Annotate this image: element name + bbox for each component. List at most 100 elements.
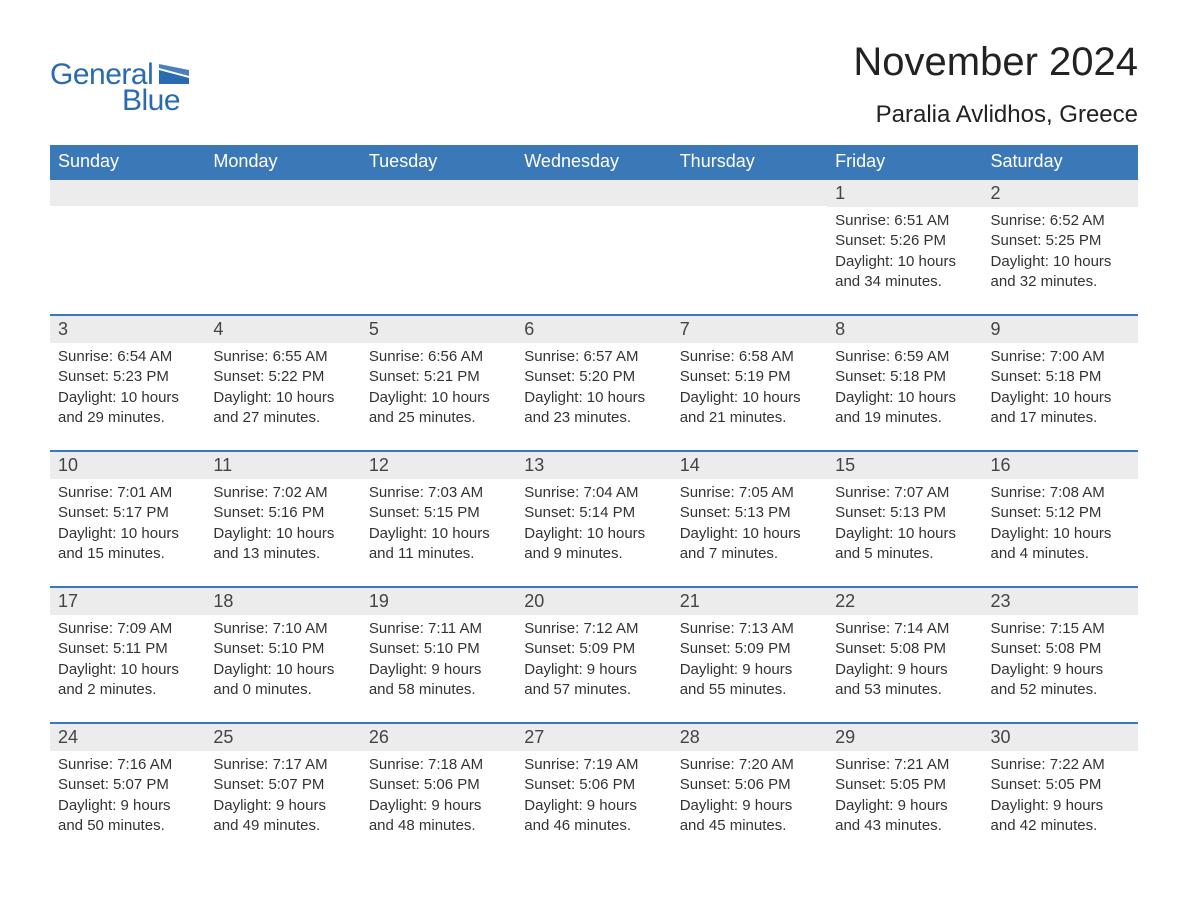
- day-content: Sunrise: 7:21 AMSunset: 5:05 PMDaylight:…: [835, 755, 974, 836]
- day-sunset: Sunset: 5:06 PM: [680, 775, 819, 795]
- day-sunrise: Sunrise: 7:22 AM: [991, 755, 1130, 775]
- empty-day-band: [205, 180, 360, 206]
- day-dl1: Daylight: 9 hours: [524, 660, 663, 680]
- day-number: 16: [983, 452, 1138, 479]
- day-dl1: Daylight: 10 hours: [991, 388, 1130, 408]
- day-cell: 10 Sunrise: 7:01 AMSunset: 5:17 PMDayligh…: [50, 451, 205, 587]
- day-sunrise: Sunrise: 7:10 AM: [213, 619, 352, 639]
- day-content: Sunrise: 7:08 AMSunset: 5:12 PMDaylight:…: [991, 483, 1130, 564]
- day-sunset: Sunset: 5:16 PM: [213, 503, 352, 523]
- day-sunset: Sunset: 5:22 PM: [213, 367, 352, 387]
- day-content: Sunrise: 7:15 AMSunset: 5:08 PMDaylight:…: [991, 619, 1130, 700]
- day-sunrise: Sunrise: 6:57 AM: [524, 347, 663, 367]
- day-sunrise: Sunrise: 7:18 AM: [369, 755, 508, 775]
- day-dl1: Daylight: 10 hours: [524, 524, 663, 544]
- day-number: 3: [50, 316, 205, 343]
- day-sunset: Sunset: 5:05 PM: [835, 775, 974, 795]
- day-dl1: Daylight: 9 hours: [991, 660, 1130, 680]
- day-cell: 5Sunrise: 6:56 AMSunset: 5:21 PMDaylight…: [361, 315, 516, 451]
- day-content: Sunrise: 6:55 AMSunset: 5:22 PMDaylight:…: [213, 347, 352, 428]
- day-number: 25: [205, 724, 360, 751]
- day-sunrise: Sunrise: 7:11 AM: [369, 619, 508, 639]
- day-dl1: Daylight: 10 hours: [213, 524, 352, 544]
- day-dl1: Daylight: 9 hours: [369, 660, 508, 680]
- day-number: 22: [827, 588, 982, 615]
- day-content: Sunrise: 6:59 AMSunset: 5:18 PMDaylight:…: [835, 347, 974, 428]
- col-sunday: Sunday: [50, 145, 205, 179]
- day-dl1: Daylight: 10 hours: [680, 388, 819, 408]
- day-sunrise: Sunrise: 7:19 AM: [524, 755, 663, 775]
- day-cell: 1Sunrise: 6:51 AMSunset: 5:26 PMDaylight…: [827, 179, 982, 315]
- day-dl2: and 29 minutes.: [58, 408, 197, 428]
- day-dl2: and 48 minutes.: [369, 816, 508, 836]
- day-sunrise: Sunrise: 7:04 AM: [524, 483, 663, 503]
- day-number: 17: [50, 588, 205, 615]
- day-number: 10: [50, 452, 205, 479]
- day-number: 28: [672, 724, 827, 751]
- day-cell: [361, 179, 516, 315]
- day-content: Sunrise: 7:00 AMSunset: 5:18 PMDaylight:…: [991, 347, 1130, 428]
- day-content: Sunrise: 7:01 AMSunset: 5:17 PMDaylight:…: [58, 483, 197, 564]
- day-sunset: Sunset: 5:12 PM: [991, 503, 1130, 523]
- day-sunrise: Sunrise: 7:07 AM: [835, 483, 974, 503]
- day-dl2: and 21 minutes.: [680, 408, 819, 428]
- day-dl1: Daylight: 9 hours: [58, 796, 197, 816]
- day-header-row: Sunday Monday Tuesday Wednesday Thursday…: [50, 145, 1138, 179]
- day-sunset: Sunset: 5:23 PM: [58, 367, 197, 387]
- day-dl1: Daylight: 10 hours: [58, 388, 197, 408]
- day-dl2: and 55 minutes.: [680, 680, 819, 700]
- day-number: 2: [983, 180, 1138, 207]
- day-dl1: Daylight: 10 hours: [213, 388, 352, 408]
- day-cell: [516, 179, 671, 315]
- day-sunset: Sunset: 5:08 PM: [835, 639, 974, 659]
- day-cell: 22Sunrise: 7:14 AMSunset: 5:08 PMDayligh…: [827, 587, 982, 723]
- week-row: 3Sunrise: 6:54 AMSunset: 5:23 PMDaylight…: [50, 315, 1138, 451]
- empty-day-band: [516, 180, 671, 206]
- day-cell: 23Sunrise: 7:15 AMSunset: 5:08 PMDayligh…: [983, 587, 1138, 723]
- day-number: 21: [672, 588, 827, 615]
- day-number: 19: [361, 588, 516, 615]
- day-sunset: Sunset: 5:10 PM: [369, 639, 508, 659]
- col-monday: Monday: [205, 145, 360, 179]
- day-sunrise: Sunrise: 7:20 AM: [680, 755, 819, 775]
- day-sunset: Sunset: 5:19 PM: [680, 367, 819, 387]
- empty-day-band: [672, 180, 827, 206]
- day-content: Sunrise: 7:16 AMSunset: 5:07 PMDaylight:…: [58, 755, 197, 836]
- day-dl1: Daylight: 10 hours: [991, 524, 1130, 544]
- day-dl2: and 9 minutes.: [524, 544, 663, 564]
- day-dl1: Daylight: 9 hours: [835, 796, 974, 816]
- day-dl2: and 52 minutes.: [991, 680, 1130, 700]
- day-dl1: Daylight: 10 hours: [835, 388, 974, 408]
- day-sunset: Sunset: 5:13 PM: [680, 503, 819, 523]
- day-dl1: Daylight: 10 hours: [524, 388, 663, 408]
- day-sunset: Sunset: 5:18 PM: [991, 367, 1130, 387]
- day-number: 13: [516, 452, 671, 479]
- day-number: 8: [827, 316, 982, 343]
- day-dl2: and 2 minutes.: [58, 680, 197, 700]
- day-sunrise: Sunrise: 6:54 AM: [58, 347, 197, 367]
- day-sunrise: Sunrise: 6:51 AM: [835, 211, 974, 231]
- col-saturday: Saturday: [983, 145, 1138, 179]
- day-content: Sunrise: 7:04 AMSunset: 5:14 PMDaylight:…: [524, 483, 663, 564]
- day-dl2: and 11 minutes.: [369, 544, 508, 564]
- day-sunset: Sunset: 5:09 PM: [680, 639, 819, 659]
- day-cell: 3 Sunrise: 6:54 AMSunset: 5:23 PMDaylight…: [50, 315, 205, 451]
- day-content: Sunrise: 7:12 AMSunset: 5:09 PMDaylight:…: [524, 619, 663, 700]
- day-dl1: Daylight: 9 hours: [369, 796, 508, 816]
- header: General Blue November 2024 Paralia Avlid…: [50, 40, 1138, 129]
- day-dl1: Daylight: 10 hours: [991, 252, 1130, 272]
- day-dl1: Daylight: 9 hours: [213, 796, 352, 816]
- day-sunset: Sunset: 5:06 PM: [524, 775, 663, 795]
- day-content: Sunrise: 7:22 AMSunset: 5:05 PMDaylight:…: [991, 755, 1130, 836]
- day-cell: 16 Sunrise: 7:08 AMSunset: 5:12 PMDayligh…: [983, 451, 1138, 587]
- day-content: Sunrise: 6:52 AMSunset: 5:25 PMDaylight:…: [991, 211, 1130, 292]
- day-cell: 15Sunrise: 7:07 AMSunset: 5:13 PMDayligh…: [827, 451, 982, 587]
- day-number: 14: [672, 452, 827, 479]
- day-cell: 11Sunrise: 7:02 AMSunset: 5:16 PMDayligh…: [205, 451, 360, 587]
- day-dl1: Daylight: 9 hours: [680, 796, 819, 816]
- col-friday: Friday: [827, 145, 982, 179]
- day-dl1: Daylight: 10 hours: [58, 660, 197, 680]
- week-row: 17Sunrise: 7:09 AMSunset: 5:11 PMDayligh…: [50, 587, 1138, 723]
- day-sunset: Sunset: 5:09 PM: [524, 639, 663, 659]
- day-content: Sunrise: 6:56 AMSunset: 5:21 PMDaylight:…: [369, 347, 508, 428]
